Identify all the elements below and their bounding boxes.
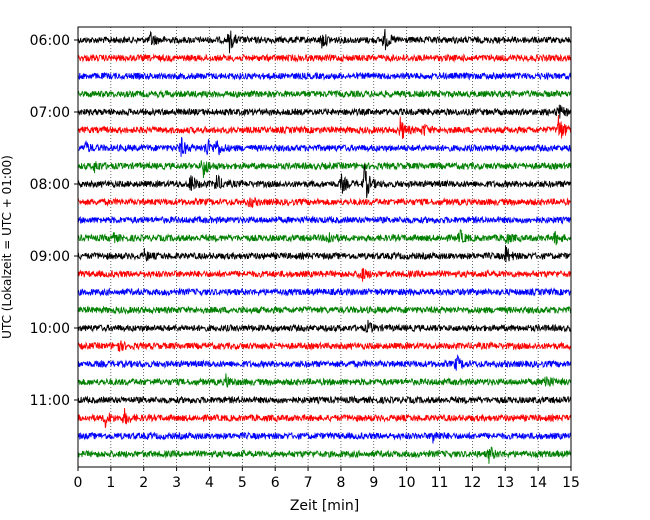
trace-0745	[77, 160, 572, 178]
trace-0645	[77, 89, 572, 99]
x-tick-label: 5	[238, 475, 247, 491]
y-axis-label: UTC (Lokalzeit = UTC + 01:00)	[0, 155, 14, 339]
vertical-grid	[110, 27, 539, 467]
x-tick-label: 7	[304, 475, 313, 491]
trace-0815	[77, 196, 572, 209]
y-tick-label: 10:00	[30, 321, 70, 337]
trace-0830	[77, 215, 572, 225]
trace-1000	[77, 319, 572, 334]
trace-0615	[77, 53, 572, 63]
trace-0715	[77, 114, 572, 139]
y-tick-label: 11:00	[30, 393, 70, 409]
trace-0845	[77, 228, 572, 246]
trace-0730	[77, 137, 572, 157]
x-tick-label: 6	[271, 475, 280, 491]
x-tick-label: 3	[172, 475, 181, 491]
trace-0700	[77, 104, 572, 119]
x-tick-label: 0	[74, 475, 83, 491]
trace-1145	[77, 446, 572, 464]
x-tick-label: 12	[463, 475, 481, 491]
trace-1100	[77, 395, 572, 405]
trace-0600	[77, 28, 572, 54]
x-tick-label: 10	[398, 475, 416, 491]
trace-1030	[77, 353, 572, 371]
y-axis-ticks: 06:00 07:00 08:00 09:00 10:00 11:00	[30, 33, 78, 409]
x-axis-ticks: 0 1 2 3 4 5 6 7 8 9 10 11 12 13 14 15	[74, 467, 580, 491]
trace-0930	[77, 287, 572, 297]
x-tick-label: 9	[369, 475, 378, 491]
x-tick-label: 4	[205, 475, 214, 491]
trace-1130	[77, 431, 572, 444]
trace-layer	[77, 28, 572, 464]
x-tick-label: 14	[529, 475, 547, 491]
x-tick-label: 15	[562, 475, 580, 491]
trace-0800	[77, 164, 572, 198]
trace-1015	[77, 340, 572, 353]
trace-0915	[77, 267, 572, 282]
x-tick-label: 1	[106, 475, 115, 491]
trace-0900	[77, 245, 572, 263]
x-tick-label: 2	[139, 475, 148, 491]
y-tick-label: 09:00	[30, 249, 70, 265]
x-tick-label: 11	[431, 475, 449, 491]
x-tick-label: 8	[336, 475, 345, 491]
x-tick-label: 13	[496, 475, 514, 491]
trace-1115	[77, 408, 572, 429]
y-tick-label: 07:00	[30, 105, 70, 121]
trace-0945	[77, 305, 572, 315]
x-axis-label: Zeit [min]	[290, 498, 359, 514]
trace-1045	[77, 373, 572, 388]
y-tick-label: 08:00	[30, 177, 70, 193]
plot-frame	[77, 26, 572, 468]
y-tick-label: 06:00	[30, 33, 70, 49]
trace-0630	[77, 71, 572, 81]
